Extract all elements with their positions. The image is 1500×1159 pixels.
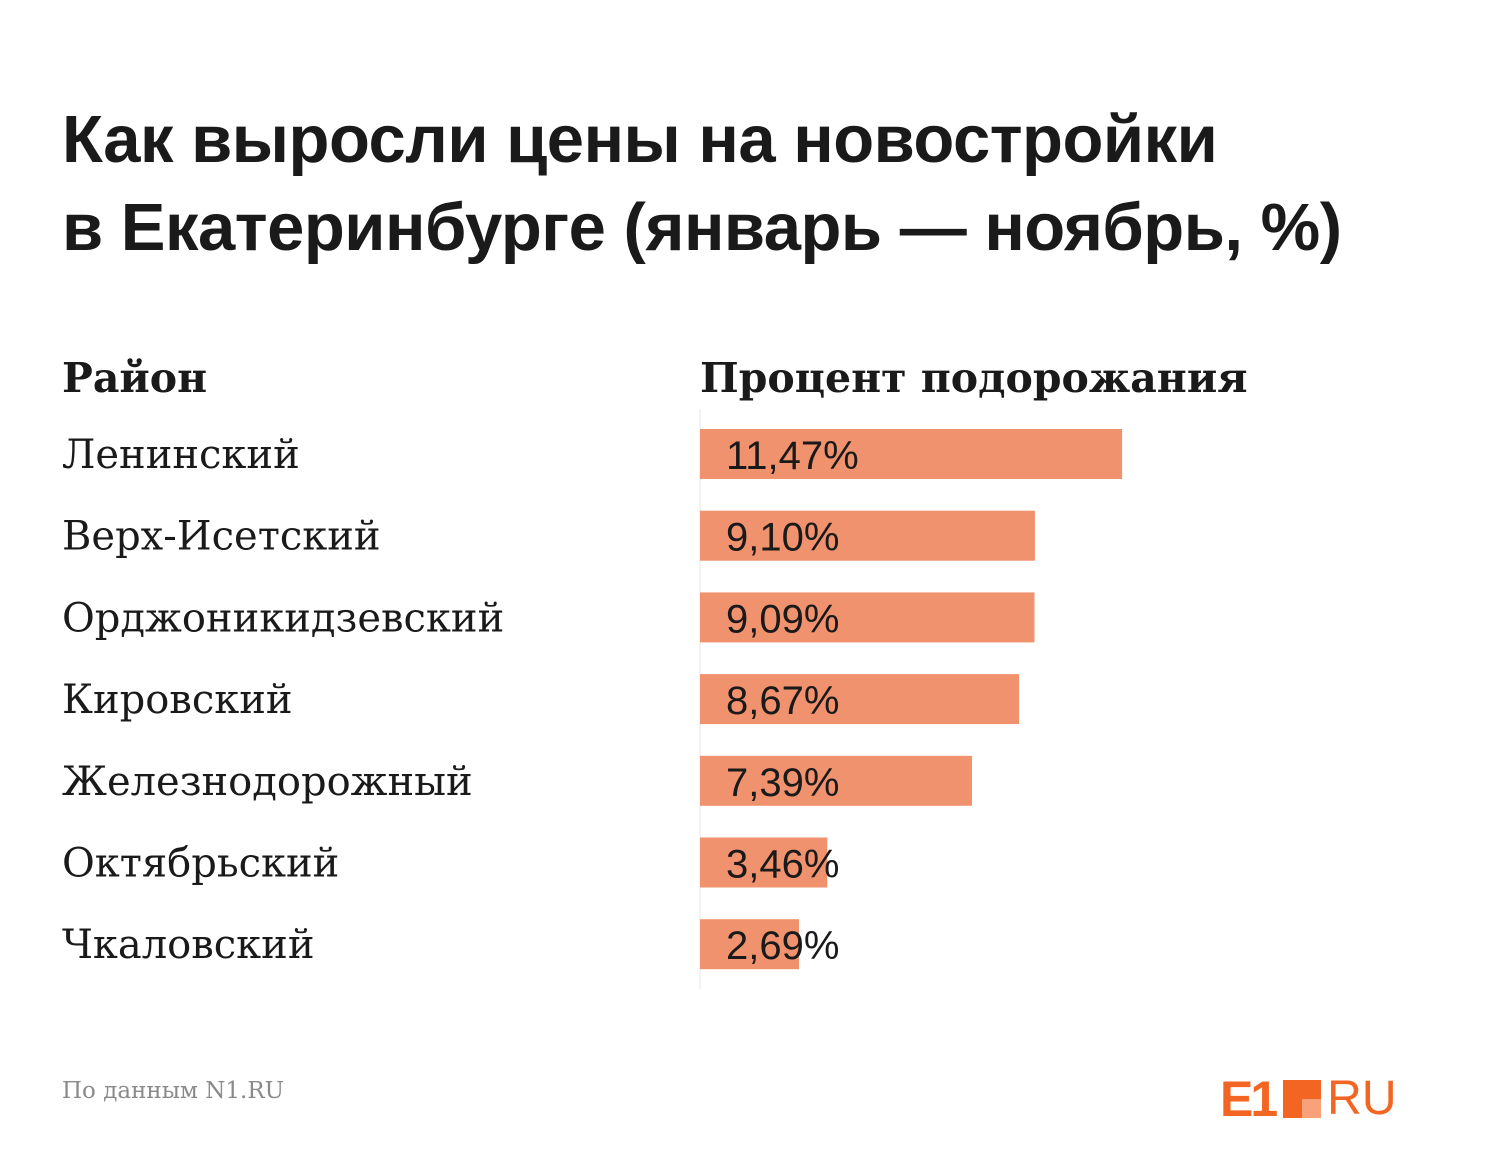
- chart-title-line-2: в Екатеринбурге (январь — ноябрь, %): [62, 190, 1342, 265]
- value-label-5: 7,39%: [726, 761, 839, 805]
- district-label-2: Верх-Исетский: [62, 514, 381, 560]
- value-label-6: 3,46%: [726, 843, 839, 887]
- bar-7: [700, 919, 799, 970]
- chart-title-line-1: Как выросли цены на новостройки: [62, 102, 1218, 177]
- district-label-6: Октябрьский: [62, 841, 339, 887]
- e1-logo[interactable]: E1 RU: [1220, 1071, 1397, 1127]
- bar-3: [700, 592, 1035, 643]
- value-label-4: 8,67%: [726, 679, 839, 723]
- column-header-district: Район: [62, 354, 208, 402]
- district-label-4: Кировский: [62, 677, 293, 723]
- column-header-percent: Процент подорожания: [700, 354, 1248, 402]
- district-label-7: Чкаловский: [62, 922, 315, 968]
- district-label-3: Орджоникидзевский: [62, 595, 504, 641]
- bar-1: [700, 429, 1123, 479]
- district-label-1: Ленинский: [62, 432, 300, 478]
- bar-2: [700, 510, 1035, 561]
- bar-4: [700, 674, 1020, 725]
- source-note: По данным N1.RU: [62, 1078, 285, 1104]
- chart-title: Как выросли цены на новостройки в Екатер…: [62, 96, 1442, 272]
- logo-ru-text: RU: [1327, 1072, 1397, 1125]
- value-label-1: 11,47%: [726, 434, 859, 478]
- logo-square-icon: [1283, 1080, 1322, 1118]
- district-label-5: Железнодорожный: [62, 759, 473, 805]
- value-label-3: 9,09%: [726, 597, 839, 641]
- logo-e1-text: E1: [1220, 1071, 1278, 1127]
- value-label-7: 2,69%: [726, 924, 839, 968]
- bar-6: [700, 837, 828, 888]
- bar-5: [700, 755, 972, 806]
- value-label-2: 9,10%: [726, 516, 839, 560]
